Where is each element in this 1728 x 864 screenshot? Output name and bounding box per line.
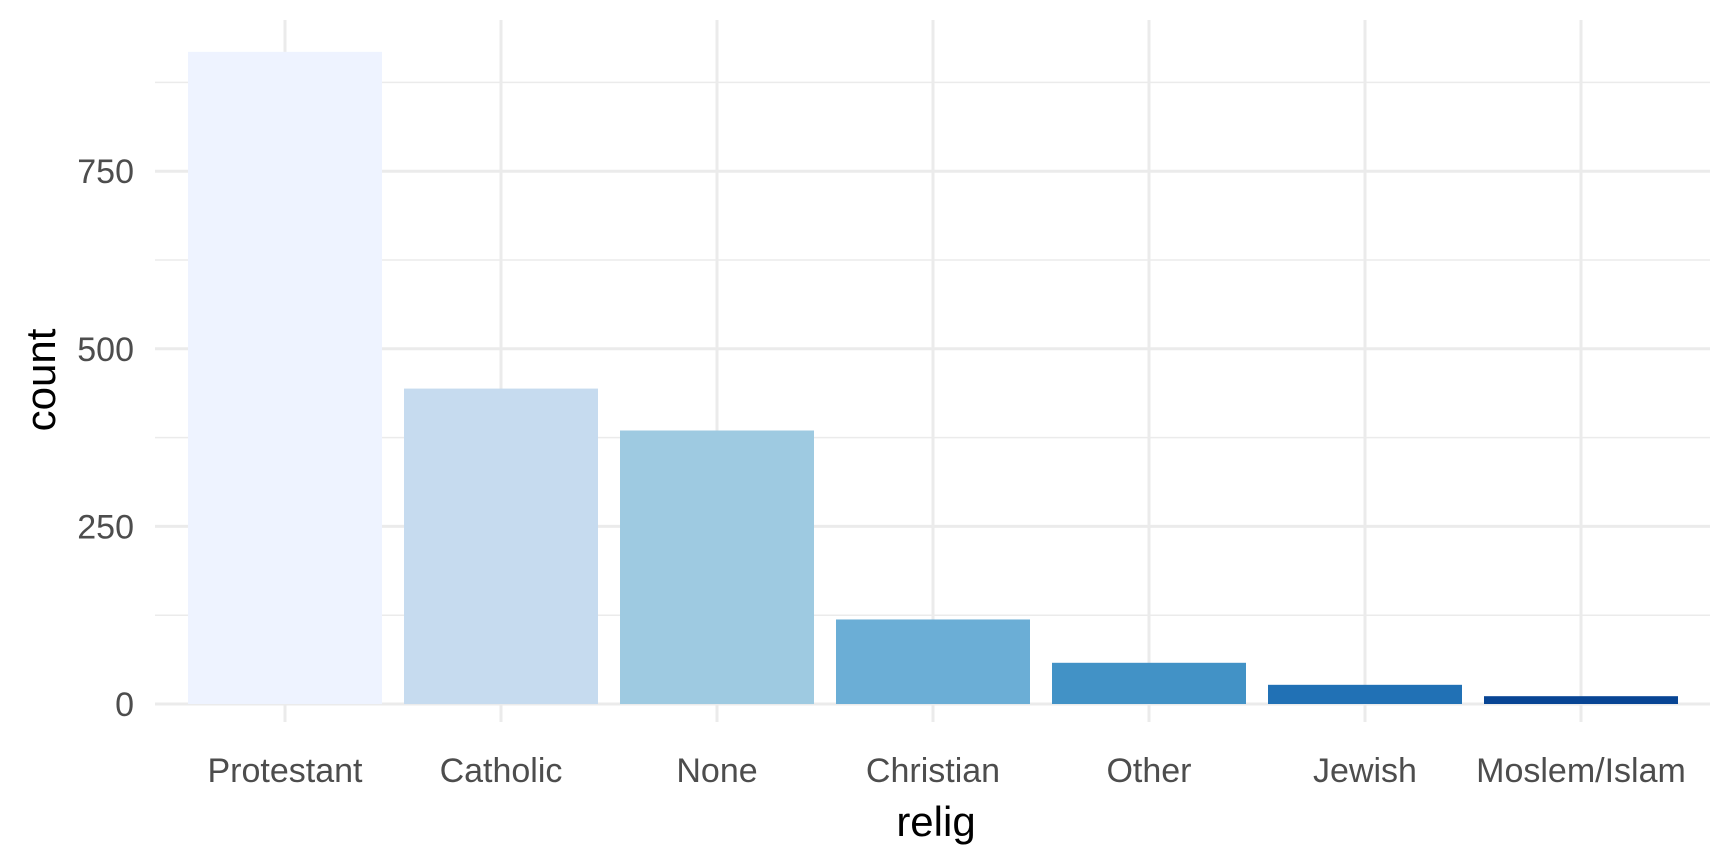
x-axis-title: relig bbox=[896, 798, 975, 845]
bars bbox=[188, 51, 1678, 705]
bar-none bbox=[620, 430, 814, 704]
x-tick-label: Catholic bbox=[440, 752, 563, 790]
x-tick-label: Moslem/Islam bbox=[1476, 752, 1686, 790]
bar-other bbox=[1052, 662, 1246, 704]
x-tick-label: None bbox=[676, 752, 757, 790]
y-axis-ticks: 0 250 500 750 bbox=[77, 153, 134, 724]
x-tick-label: Other bbox=[1106, 752, 1191, 790]
x-axis-ticks: Protestant Catholic None Christian Other Jewi… bbox=[208, 752, 1686, 790]
bar-christian bbox=[836, 619, 1030, 704]
bar-catholic bbox=[404, 388, 598, 704]
x-tick-label: Protestant bbox=[208, 752, 364, 790]
bar-jewish bbox=[1268, 684, 1462, 704]
y-tick-label: 0 bbox=[115, 686, 134, 724]
bar-protestant bbox=[188, 51, 382, 705]
grid-lines bbox=[155, 20, 1710, 722]
y-axis-title: count bbox=[17, 328, 64, 431]
y-tick-label: 750 bbox=[77, 153, 134, 191]
bar-moslem-islam bbox=[1484, 696, 1678, 704]
x-tick-label: Christian bbox=[866, 752, 1000, 790]
y-tick-label: 250 bbox=[77, 508, 134, 546]
x-tick-label: Jewish bbox=[1313, 752, 1417, 790]
y-tick-label: 500 bbox=[77, 331, 134, 369]
